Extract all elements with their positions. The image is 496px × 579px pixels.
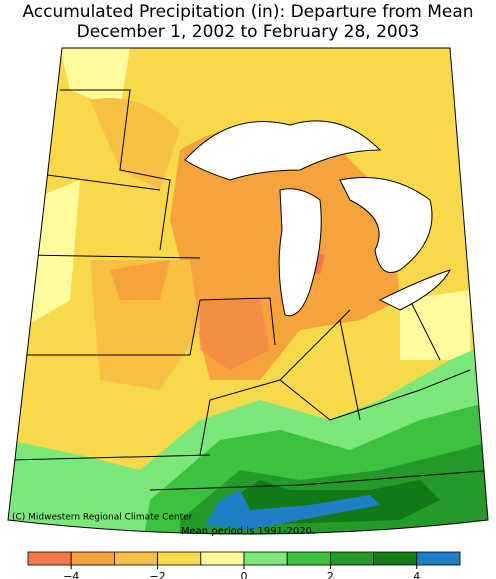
legend-tick-label: 0 — [241, 570, 248, 579]
legend-swatch — [329, 551, 374, 566]
credit: (C) Midwestern Regional Climate Center — [12, 513, 193, 523]
map: (C) Midwestern Regional Climate Center — [8, 48, 488, 534]
title: Accumulated Precipitation (in): Departur… — [22, 2, 473, 22]
legend-swatch — [200, 551, 245, 566]
legend-swatch — [114, 551, 159, 566]
legend-swatch — [373, 551, 418, 566]
legend-swatch — [243, 551, 288, 566]
note: Mean period is 1991-2020. — [181, 526, 315, 537]
legend-tick-label: −2 — [149, 570, 165, 579]
subtitle: December 1, 2002 to February 28, 2003 — [77, 22, 420, 42]
legend-tick-label: −4 — [63, 570, 79, 579]
legend-swatch — [70, 551, 115, 566]
map-frame — [7, 47, 489, 535]
legend-swatch — [416, 551, 461, 566]
legend-tick-label: 2 — [327, 570, 334, 579]
legend-tick-label: 4 — [413, 570, 420, 579]
legend-swatch — [286, 551, 331, 566]
legend: −4 −2 0 2 4 — [27, 551, 461, 579]
legend-swatch — [157, 551, 202, 566]
legend-swatch — [27, 551, 72, 566]
